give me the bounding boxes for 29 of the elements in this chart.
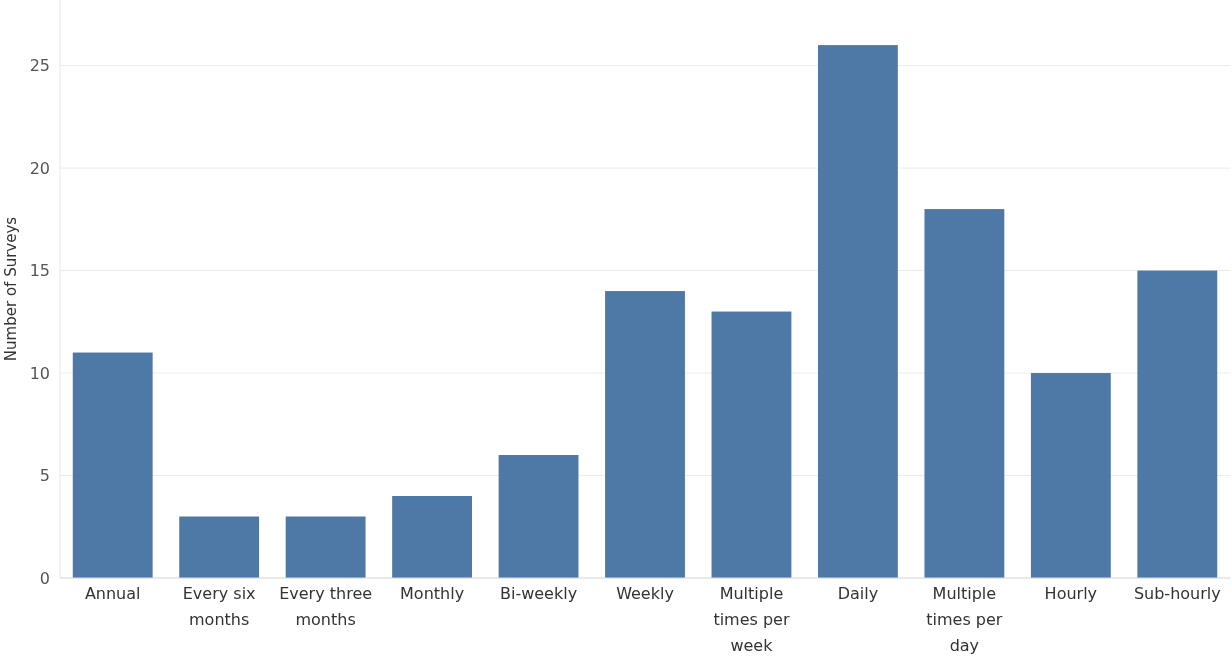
x-tick-label: Sub-hourly bbox=[1133, 584, 1221, 604]
bar bbox=[711, 311, 792, 578]
x-tick-label: Every six months bbox=[182, 584, 256, 629]
bar bbox=[1137, 270, 1218, 578]
x-tick-label: Every three months bbox=[279, 584, 373, 629]
bar bbox=[72, 352, 153, 578]
x-tick-label: Daily bbox=[837, 584, 879, 604]
bar bbox=[818, 45, 898, 578]
y-axis-title: Number of Surveys bbox=[2, 216, 20, 362]
y-tick-label: 20 bbox=[29, 158, 50, 178]
bar bbox=[179, 516, 260, 578]
x-tick-label: Multiple times per week bbox=[713, 584, 790, 655]
x-tick-label: Monthly bbox=[400, 584, 465, 604]
y-tick-label: 0 bbox=[39, 568, 50, 588]
y-tick-label: 25 bbox=[29, 56, 50, 76]
x-tick-label: Annual bbox=[84, 584, 141, 604]
y-tick-label: 10 bbox=[29, 363, 50, 383]
bar bbox=[1030, 373, 1111, 578]
x-tick-label: Bi-weekly bbox=[499, 584, 578, 604]
bar bbox=[392, 496, 472, 578]
x-tick-label: Multiple times per day bbox=[926, 584, 1003, 655]
y-tick-label: 5 bbox=[39, 466, 50, 486]
bar bbox=[285, 516, 366, 578]
x-tick-label: Weekly bbox=[616, 584, 674, 604]
bar bbox=[498, 455, 579, 578]
bar bbox=[924, 209, 1005, 578]
x-tick-label: Hourly bbox=[1044, 584, 1098, 604]
bar bbox=[605, 291, 685, 578]
y-tick-label: 15 bbox=[29, 261, 50, 281]
